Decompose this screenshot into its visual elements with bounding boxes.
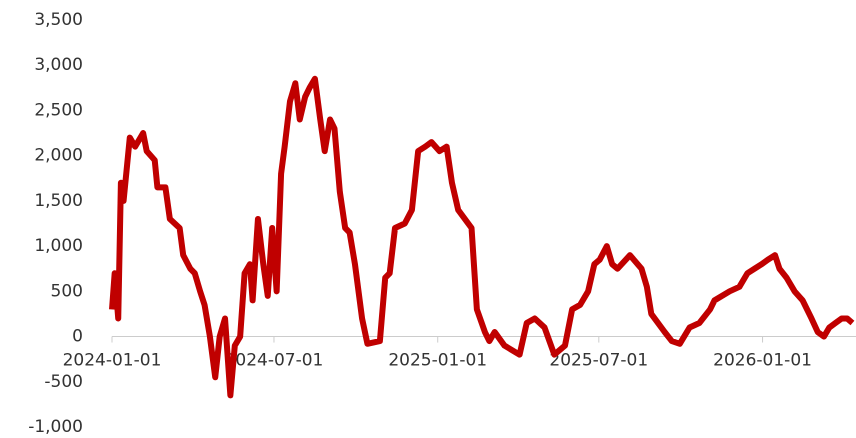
y-tick-label: 2,500 [34,100,83,120]
y-tick-label: 1,000 [34,236,83,256]
y-tick-label: -500 [44,372,83,392]
x-tick-label: 2026-01-01 [713,351,812,371]
x-tick-label: 2025-07-01 [549,351,648,371]
y-tick-label: 3,000 [34,55,83,75]
x-tick-label: 2024-01-01 [63,351,162,371]
y-tick-label: -1,000 [28,417,83,437]
data-line [109,75,855,399]
y-tick-label: 3,500 [34,10,83,30]
x-tick-label: 2025-01-01 [388,351,487,371]
y-tick-label: 1,500 [34,191,83,211]
y-tick-label: 0 [72,327,83,347]
y-tick-label: 2,000 [34,146,83,166]
x-tick-label: 2024-07-01 [225,351,324,371]
y-tick-label: 500 [51,281,83,301]
